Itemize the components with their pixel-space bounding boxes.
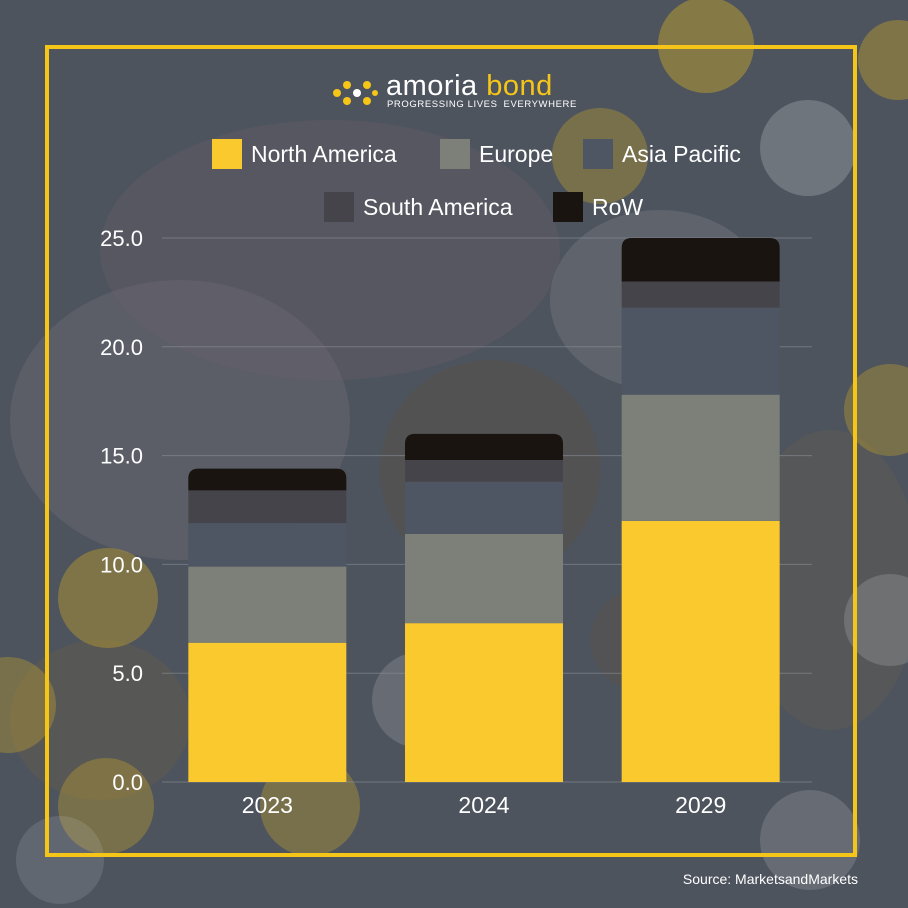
chart-bars xyxy=(188,238,780,782)
bar-stack-2029 xyxy=(621,238,780,782)
bar-segment-south-america xyxy=(188,490,347,524)
logo-tagline: PROGRESSING LIVES EVERYWHERE xyxy=(387,99,577,110)
legend-swatch xyxy=(583,139,613,169)
legend-label: North America xyxy=(251,141,397,167)
bar-segment-north-america xyxy=(621,520,780,782)
bar-segment-row xyxy=(188,468,347,491)
legend-item-south-america: South America xyxy=(324,192,513,222)
legend-label: Asia Pacific xyxy=(622,141,741,167)
y-tick-label: 0.0 xyxy=(112,770,143,795)
legend-item-europe: Europe xyxy=(440,139,553,169)
logo-tagline-part1: PROGRESSING LIVES xyxy=(387,99,498,110)
y-tick-label: 5.0 xyxy=(112,661,143,686)
x-tick-label: 2029 xyxy=(675,792,726,818)
legend-swatch xyxy=(440,139,470,169)
bar-segment-europe xyxy=(188,566,347,643)
y-tick-label: 10.0 xyxy=(100,552,143,577)
bar-segment-north-america xyxy=(188,642,347,782)
bar-segment-europe xyxy=(621,394,780,521)
bar-stack-2024 xyxy=(405,433,563,782)
y-tick-label: 20.0 xyxy=(100,335,143,360)
bar-segment-asia-pacific xyxy=(188,523,347,567)
y-axis: 0.0 5.0 10.0 15.0 20.0 25.0 xyxy=(100,226,143,795)
bar-segment-asia-pacific xyxy=(405,481,563,534)
legend-swatch xyxy=(324,192,354,222)
bar-segment-asia-pacific xyxy=(621,307,780,395)
legend-label: RoW xyxy=(592,194,643,220)
bar-segment-north-america xyxy=(405,623,563,782)
legend-label: South America xyxy=(363,194,513,220)
logo-brand: amoria bond xyxy=(386,70,553,103)
bar-segment-south-america xyxy=(405,459,563,482)
logo-brand-part2: bond xyxy=(486,70,553,102)
bar-segment-row xyxy=(405,433,563,460)
logo-tagline-part2: EVERYWHERE xyxy=(503,99,577,110)
x-axis: 2023 2024 2029 xyxy=(242,792,727,818)
x-tick-label: 2023 xyxy=(242,792,293,818)
bar-stack-2023 xyxy=(188,468,347,782)
y-tick-label: 15.0 xyxy=(100,444,143,469)
bar-segment-south-america xyxy=(621,281,780,308)
logo-brand-part1: amoria xyxy=(386,70,478,102)
chart-frame xyxy=(45,45,857,857)
legend-item-asia-pacific: Asia Pacific xyxy=(583,139,741,169)
logo-dots-icon xyxy=(333,81,378,105)
bar-segment-europe xyxy=(405,533,563,624)
source-note: Source: MarketsandMarkets xyxy=(682,871,858,887)
legend-label: Europe xyxy=(479,141,553,167)
chart-legend: North America Europe Asia Pacific South Ame… xyxy=(212,139,741,222)
legend-item-north-america: North America xyxy=(212,139,397,169)
bar-segment-row xyxy=(621,238,780,282)
legend-swatch xyxy=(553,192,583,222)
legend-item-row: RoW xyxy=(553,192,643,222)
company-logo: amoria bond PROGRESSING LIVES EVERYWHERE xyxy=(330,70,590,114)
x-tick-label: 2024 xyxy=(458,792,509,818)
y-tick-label: 25.0 xyxy=(100,226,143,251)
legend-swatch xyxy=(212,139,242,169)
